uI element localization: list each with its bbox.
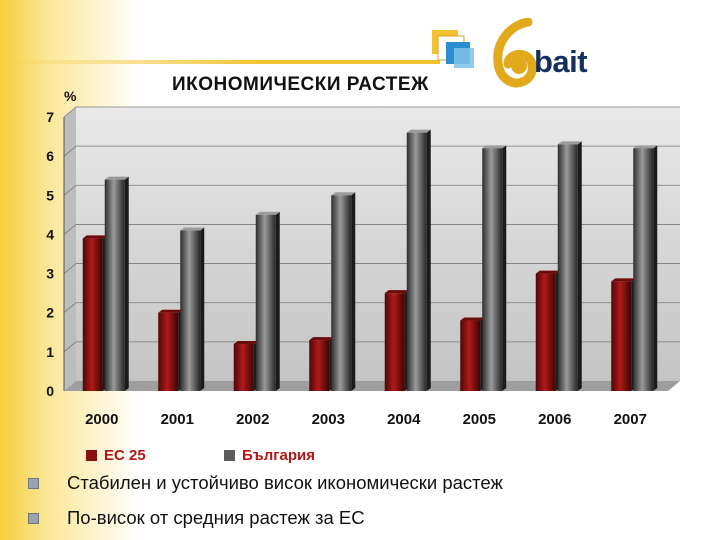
chart-title: ИКОНОМИЧЕСКИ РАСТЕЖ	[172, 74, 429, 95]
bullet-square-icon	[28, 512, 39, 524]
bar-bulgaria-top	[331, 192, 356, 196]
legend-swatch-eu25	[86, 450, 97, 461]
bar-bulgaria-top	[406, 129, 431, 133]
gridline-diag	[63, 184, 77, 196]
bar-eu25	[460, 320, 481, 391]
bar-eu25	[233, 344, 254, 391]
gridline-diag	[63, 106, 77, 118]
bar-eu25-top	[309, 337, 334, 341]
bar-bulgaria	[557, 144, 578, 391]
bar-eu25	[309, 340, 330, 391]
bar-eu25-top	[158, 309, 183, 313]
bar-bulgaria-top	[180, 227, 205, 231]
bar-bulgaria-side	[653, 145, 658, 391]
bar-eu25	[82, 238, 103, 391]
legend-label-bulgaria: България	[242, 447, 315, 464]
bullet-item: По-висок от средния растеж за ЕС	[28, 507, 365, 529]
x-tick-label: 2002	[236, 411, 269, 428]
legend-item-bulgaria: България	[224, 447, 315, 464]
bar-bulgaria-side	[577, 141, 582, 391]
x-tick-label: 2001	[161, 411, 194, 428]
gridline-diag	[63, 145, 77, 157]
bullet-square-icon	[28, 477, 39, 489]
y-axis-unit-label: %	[64, 88, 77, 104]
gridline-diag	[63, 341, 77, 353]
y-tick-label: 2	[46, 305, 54, 321]
logo-squares-icon	[432, 30, 474, 68]
bar-eu25	[158, 312, 179, 391]
bar-bulgaria-top	[557, 141, 582, 145]
bar-eu25	[611, 281, 632, 391]
bar-eu25-top	[460, 317, 485, 321]
x-tick-label: 2003	[312, 411, 345, 428]
y-tick-label: 0	[46, 383, 54, 399]
x-tick-label: 2005	[463, 411, 496, 428]
plot-side-wall	[64, 107, 76, 391]
bait-logo-icon	[493, 18, 537, 88]
y-tick-label: 3	[46, 266, 54, 282]
bar-bulgaria-side	[351, 192, 356, 391]
bar-bulgaria-top	[255, 211, 280, 215]
bar-bulgaria-top	[482, 145, 507, 149]
bar-eu25-top	[233, 341, 258, 345]
bar-bulgaria-top	[633, 145, 658, 149]
x-tick-label: 2007	[614, 411, 647, 428]
gridline-diag	[63, 263, 77, 274]
bar-bulgaria-side	[275, 211, 280, 391]
bullet-text: Стабилен и устойчиво висок икономически …	[67, 472, 503, 493]
y-tick-label: 1	[46, 344, 54, 360]
y-tick-label: 7	[46, 109, 54, 125]
x-tick-label: 2000	[85, 411, 118, 428]
bar-bulgaria-side	[124, 176, 129, 391]
logo-text: bait	[534, 44, 588, 79]
bullet-text: По-висок от средния растеж за ЕС	[67, 507, 365, 528]
bar-eu25-top	[611, 278, 636, 282]
plot-floor	[64, 381, 680, 391]
y-tick-label: 4	[46, 226, 54, 242]
bar-bulgaria	[633, 148, 654, 391]
x-tick-label: 2006	[538, 411, 571, 428]
bar-bulgaria	[255, 214, 276, 391]
bar-bulgaria-side	[426, 129, 431, 391]
bar-bulgaria	[180, 230, 201, 391]
y-tick-label: 6	[46, 148, 54, 164]
bar-bulgaria-top	[104, 176, 129, 180]
x-tick-label: 2004	[387, 411, 421, 428]
bullet-item: Стабилен и устойчиво висок икономически …	[28, 472, 503, 494]
gridline-diag	[63, 302, 77, 314]
bar-bulgaria-side	[502, 145, 507, 391]
bar-eu25-top	[82, 235, 107, 239]
legend-label-eu25: ЕС 25	[104, 447, 146, 464]
y-tick-label: 5	[46, 187, 54, 203]
bar-bulgaria	[406, 132, 427, 391]
bar-eu25	[384, 293, 405, 391]
bar-eu25-top	[384, 290, 409, 294]
header-rule	[0, 60, 440, 64]
legend-item-eu25: ЕС 25	[86, 447, 146, 464]
gridline-diag	[63, 224, 77, 235]
bar-bulgaria-side	[200, 227, 205, 391]
bar-bulgaria	[104, 179, 125, 391]
bar-eu25	[535, 273, 556, 391]
bar-eu25-top	[535, 270, 560, 274]
bar-bulgaria	[331, 195, 352, 391]
legend-swatch-bulgaria	[224, 450, 235, 461]
bar-bulgaria	[482, 148, 503, 391]
